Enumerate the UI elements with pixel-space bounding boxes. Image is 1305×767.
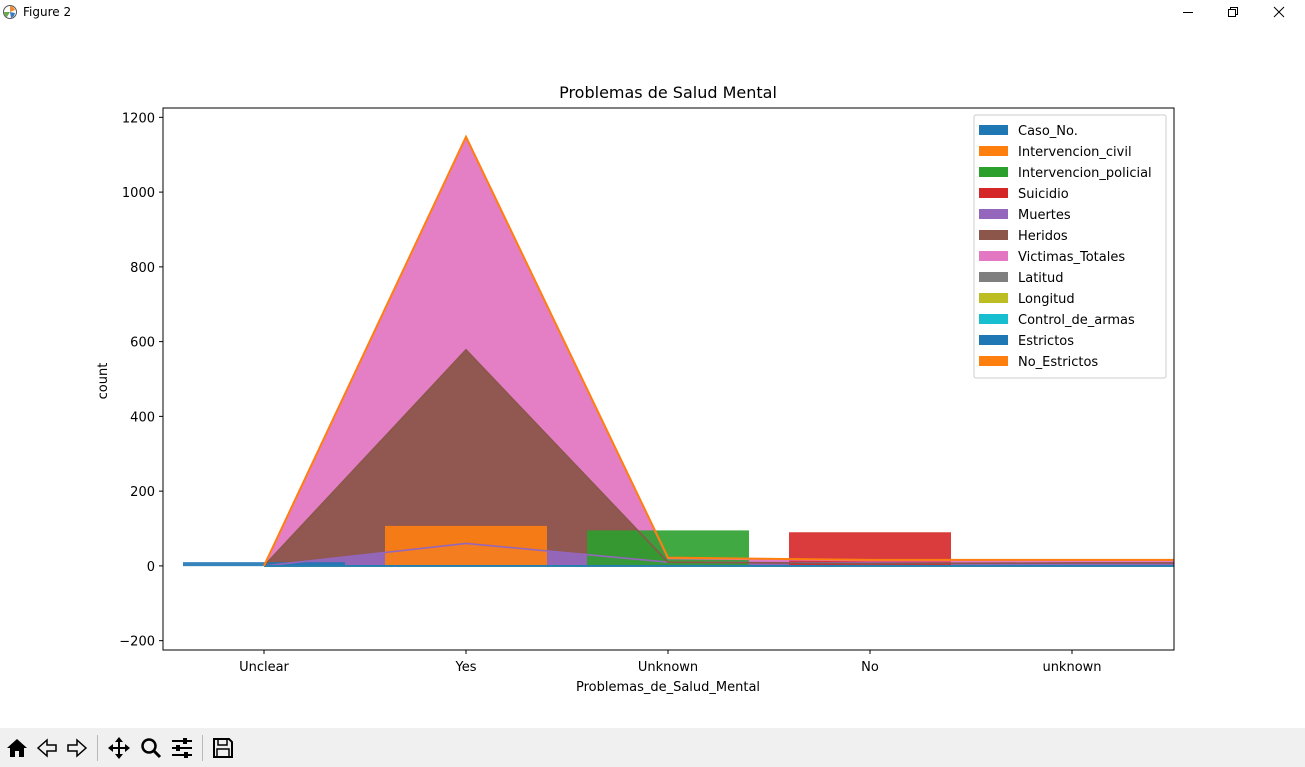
back-arrow-icon xyxy=(36,738,57,758)
legend-swatch xyxy=(979,314,1008,324)
legend-swatch xyxy=(979,188,1008,198)
legend-label: Heridos xyxy=(1018,229,1068,244)
x-tick-label: Yes xyxy=(455,660,477,675)
line-layer xyxy=(263,134,1174,567)
legend-box xyxy=(973,114,1167,379)
sliders-icon xyxy=(172,738,192,758)
y-tick-label: 1000 xyxy=(122,186,155,201)
navigation-toolbar xyxy=(0,728,1305,767)
home-icon xyxy=(7,739,27,757)
line-no-estrictos xyxy=(263,134,1174,567)
x-tick-label: No xyxy=(861,660,879,675)
save-button[interactable] xyxy=(208,733,238,763)
y-axis: −200 0 200 400 600 800 1000 1200 xyxy=(119,111,163,650)
forward-button[interactable] xyxy=(62,733,92,763)
legend-label: No_Estrictos xyxy=(1018,355,1098,370)
y-tick-label: 400 xyxy=(130,410,155,425)
line-heridos xyxy=(263,348,1174,567)
minimize-button[interactable] xyxy=(1165,0,1211,24)
y-tick-label: 1200 xyxy=(122,111,155,126)
maximize-button[interactable] xyxy=(1210,0,1256,24)
restore-icon xyxy=(1228,7,1238,17)
toolbar-separator xyxy=(202,735,203,761)
x-tick-label: Unknown xyxy=(638,660,698,675)
matplotlib-icon xyxy=(3,5,17,19)
zoom-magnifier-icon xyxy=(141,738,162,759)
y-tick-label: 200 xyxy=(130,485,155,500)
window-title: Figure 2 xyxy=(23,5,72,19)
bar-intervencion-civil xyxy=(385,525,547,566)
y-tick-label: −200 xyxy=(119,635,155,650)
legend-label: Muertes xyxy=(1018,208,1071,223)
legend-label: Longitud xyxy=(1018,292,1075,307)
area-heridos xyxy=(264,349,1174,566)
home-button[interactable] xyxy=(2,733,32,763)
x-axis-label: Problemas_de_Salud_Mental xyxy=(576,680,760,695)
save-floppy-icon xyxy=(213,738,233,758)
pan-button[interactable] xyxy=(104,733,134,763)
legend-label: Caso_No. xyxy=(1018,124,1078,139)
legend-label: Control_de_armas xyxy=(1018,313,1135,328)
legend-label: Latitud xyxy=(1018,271,1064,286)
legend-swatch xyxy=(979,293,1008,303)
y-tick-label: 0 xyxy=(147,560,155,575)
zoom-button[interactable] xyxy=(136,733,166,763)
y-tick-label: 600 xyxy=(130,336,155,351)
x-tick-label: unknown xyxy=(1042,660,1101,675)
legend: Caso_No. Intervencion_civil Intervencion_p… xyxy=(973,114,1167,379)
minimize-icon xyxy=(1183,12,1193,13)
legend-swatch xyxy=(979,167,1008,177)
forward-arrow-icon xyxy=(67,738,88,758)
legend-label: Victimas_Totales xyxy=(1018,250,1125,265)
legend-swatch xyxy=(979,209,1008,219)
back-button[interactable] xyxy=(32,733,62,763)
y-axis-label: count xyxy=(96,363,111,400)
legend-label: Intervencion_policial xyxy=(1018,166,1152,181)
legend-swatch xyxy=(979,146,1008,156)
legend-label: Estrictos xyxy=(1018,334,1074,349)
legend-swatch xyxy=(979,251,1008,261)
chart-title: Problemas de Salud Mental xyxy=(559,83,777,102)
y-tick-label: 800 xyxy=(130,261,155,276)
close-button[interactable] xyxy=(1256,0,1302,24)
legend-swatch xyxy=(979,335,1008,345)
x-axis: Unclear Yes Unknown No unknown xyxy=(239,650,1102,675)
legend-swatch xyxy=(979,125,1008,135)
legend-swatch xyxy=(979,230,1008,240)
window-titlebar: Figure 2 xyxy=(0,0,1305,24)
toolbar-separator xyxy=(97,735,98,761)
x-tick-label: Unclear xyxy=(239,660,289,675)
pan-move-icon xyxy=(108,737,130,759)
chart-figure: −200 0 200 400 600 800 1000 1200 Unclear Yes Unkn… xyxy=(96,83,1175,695)
legend-label: Intervencion_civil xyxy=(1018,145,1132,160)
legend-swatch xyxy=(979,272,1008,282)
bar-intervencion-policial xyxy=(587,530,749,566)
legend-swatch xyxy=(979,356,1008,366)
configure-subplots-button[interactable] xyxy=(167,733,197,763)
legend-label: Suicidio xyxy=(1018,187,1069,202)
close-icon xyxy=(1273,6,1285,18)
